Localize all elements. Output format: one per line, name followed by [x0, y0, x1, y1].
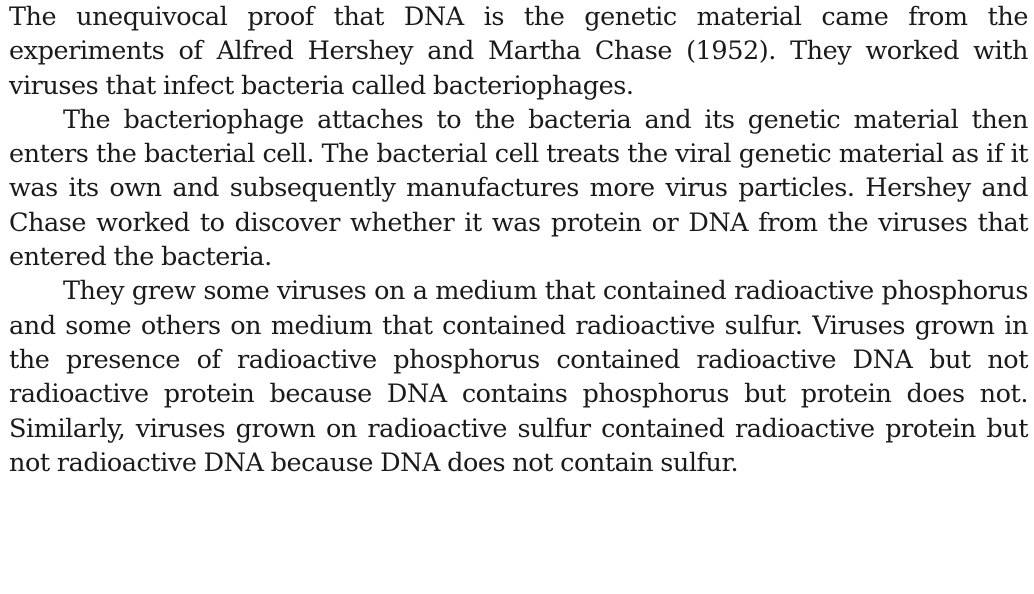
paragraph-hershey-chase-intro: The unequivocal proof that DNA is the ge…: [9, 2, 1028, 101]
paragraph-bacteriophage-infection: The bacteriophage attaches to the bacter…: [9, 104, 1028, 273]
paragraph-radioactive-labeling: They grew some viruses on a medium that …: [9, 276, 1028, 478]
